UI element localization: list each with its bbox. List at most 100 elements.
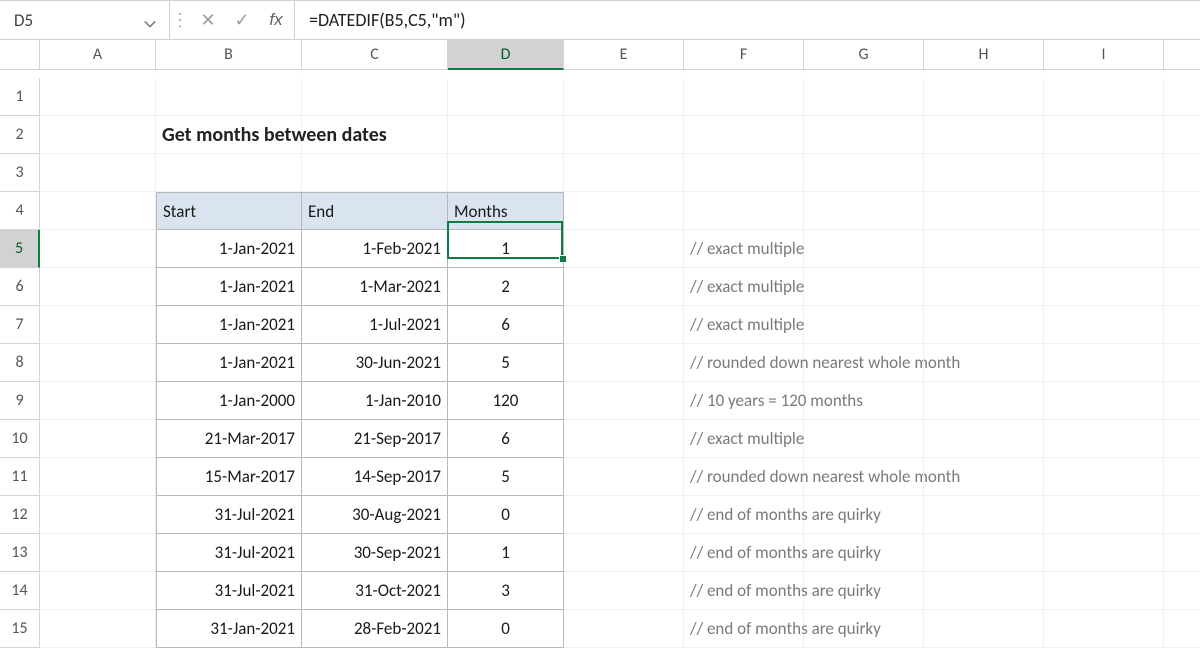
cell-F3[interactable] — [684, 154, 804, 192]
cell-C2[interactable] — [302, 116, 448, 154]
row-header-6[interactable]: 6 — [0, 268, 40, 306]
cell-E3[interactable] — [564, 154, 684, 192]
cell-E14[interactable] — [564, 572, 684, 610]
cell-I12[interactable] — [1044, 496, 1164, 534]
cell-F8[interactable]: // rounded down nearest whole month — [684, 344, 804, 382]
cell-E11[interactable] — [564, 458, 684, 496]
cell-B3[interactable] — [156, 154, 302, 192]
row-header-3[interactable]: 3 — [0, 154, 40, 192]
cell-I15[interactable] — [1044, 610, 1164, 648]
cell-F4[interactable] — [684, 192, 804, 230]
cell-H5[interactable] — [924, 230, 1044, 268]
cell-D2[interactable] — [448, 116, 564, 154]
fill-handle[interactable] — [559, 255, 567, 263]
column-header-B[interactable]: B — [156, 40, 302, 70]
cell-D10[interactable]: 6 — [448, 420, 564, 458]
cell-A5[interactable] — [40, 230, 156, 268]
cell-A12[interactable] — [40, 496, 156, 534]
cell-D4[interactable]: Months — [448, 192, 564, 230]
cell-A2[interactable] — [40, 116, 156, 154]
cell-C11[interactable]: 14-Sep-2017 — [302, 458, 448, 496]
cell-B9[interactable]: 1-Jan-2000 — [156, 382, 302, 420]
cell-A1[interactable] — [40, 78, 156, 116]
cell-D9[interactable]: 120 — [448, 382, 564, 420]
cell-C7[interactable]: 1-Jul-2021 — [302, 306, 448, 344]
cell-F11[interactable]: // rounded down nearest whole month — [684, 458, 804, 496]
cell-C9[interactable]: 1-Jan-2010 — [302, 382, 448, 420]
row-header-15[interactable]: 15 — [0, 610, 40, 648]
cell-B2[interactable]: Get months between dates — [156, 116, 302, 154]
column-header-G[interactable]: G — [804, 40, 924, 70]
cell-C12[interactable]: 30-Aug-2021 — [302, 496, 448, 534]
cell-B4[interactable]: Start — [156, 192, 302, 230]
row-header-1[interactable]: 1 — [0, 78, 40, 116]
cell-B13[interactable]: 31-Jul-2021 — [156, 534, 302, 572]
cell-D3[interactable] — [448, 154, 564, 192]
select-all-corner[interactable] — [0, 40, 40, 70]
cell-G2[interactable] — [804, 116, 924, 154]
cell-J4[interactable] — [1164, 192, 1200, 230]
cell-F7[interactable]: // exact multiple — [684, 306, 804, 344]
cell-J3[interactable] — [1164, 154, 1200, 192]
cell-J11[interactable] — [1164, 458, 1200, 496]
cell-B15[interactable]: 31-Jan-2021 — [156, 610, 302, 648]
cell-G15[interactable] — [804, 610, 924, 648]
cell-A9[interactable] — [40, 382, 156, 420]
cell-C13[interactable]: 30-Sep-2021 — [302, 534, 448, 572]
cell-E7[interactable] — [564, 306, 684, 344]
cell-I8[interactable] — [1044, 344, 1164, 382]
cell-D6[interactable]: 2 — [448, 268, 564, 306]
cell-H3[interactable] — [924, 154, 1044, 192]
cell-C10[interactable]: 21-Sep-2017 — [302, 420, 448, 458]
cell-I7[interactable] — [1044, 306, 1164, 344]
column-header-J[interactable]: J — [1164, 40, 1200, 70]
cell-E8[interactable] — [564, 344, 684, 382]
cell-D5[interactable]: 1 — [448, 230, 564, 268]
cell-H4[interactable] — [924, 192, 1044, 230]
cell-C5[interactable]: 1-Feb-2021 — [302, 230, 448, 268]
cell-A8[interactable] — [40, 344, 156, 382]
row-header-5[interactable]: 5 — [0, 230, 40, 268]
cell-C14[interactable]: 31-Oct-2021 — [302, 572, 448, 610]
cell-H15[interactable] — [924, 610, 1044, 648]
cell-H14[interactable] — [924, 572, 1044, 610]
cell-D14[interactable]: 3 — [448, 572, 564, 610]
cell-E1[interactable] — [564, 78, 684, 116]
cell-B8[interactable]: 1-Jan-2021 — [156, 344, 302, 382]
spreadsheet-grid[interactable]: ABCDEFGHIJ12Get months between dates34St… — [0, 40, 1200, 648]
cell-D8[interactable]: 5 — [448, 344, 564, 382]
cell-E10[interactable] — [564, 420, 684, 458]
cell-J13[interactable] — [1164, 534, 1200, 572]
row-header-14[interactable]: 14 — [0, 572, 40, 610]
cell-H11[interactable] — [924, 458, 1044, 496]
cell-J12[interactable] — [1164, 496, 1200, 534]
cell-G1[interactable] — [804, 78, 924, 116]
cell-B11[interactable]: 15-Mar-2017 — [156, 458, 302, 496]
cell-H7[interactable] — [924, 306, 1044, 344]
row-header-12[interactable]: 12 — [0, 496, 40, 534]
cell-E9[interactable] — [564, 382, 684, 420]
cell-G3[interactable] — [804, 154, 924, 192]
cell-J1[interactable] — [1164, 78, 1200, 116]
cell-F1[interactable] — [684, 78, 804, 116]
cell-G13[interactable] — [804, 534, 924, 572]
cell-D15[interactable]: 0 — [448, 610, 564, 648]
row-header-2[interactable]: 2 — [0, 116, 40, 154]
cell-D7[interactable]: 6 — [448, 306, 564, 344]
cell-H1[interactable] — [924, 78, 1044, 116]
cell-G14[interactable] — [804, 572, 924, 610]
enter-icon[interactable]: ✓ — [232, 10, 252, 31]
cell-D13[interactable]: 1 — [448, 534, 564, 572]
cell-H13[interactable] — [924, 534, 1044, 572]
cell-H12[interactable] — [924, 496, 1044, 534]
cell-B5[interactable]: 1-Jan-2021 — [156, 230, 302, 268]
cell-A10[interactable] — [40, 420, 156, 458]
cell-F14[interactable]: // end of months are quirky — [684, 572, 804, 610]
cancel-icon[interactable]: ✕ — [198, 10, 218, 31]
cell-E12[interactable] — [564, 496, 684, 534]
cell-A14[interactable] — [40, 572, 156, 610]
cell-A11[interactable] — [40, 458, 156, 496]
cell-I9[interactable] — [1044, 382, 1164, 420]
cell-J6[interactable] — [1164, 268, 1200, 306]
cell-I4[interactable] — [1044, 192, 1164, 230]
